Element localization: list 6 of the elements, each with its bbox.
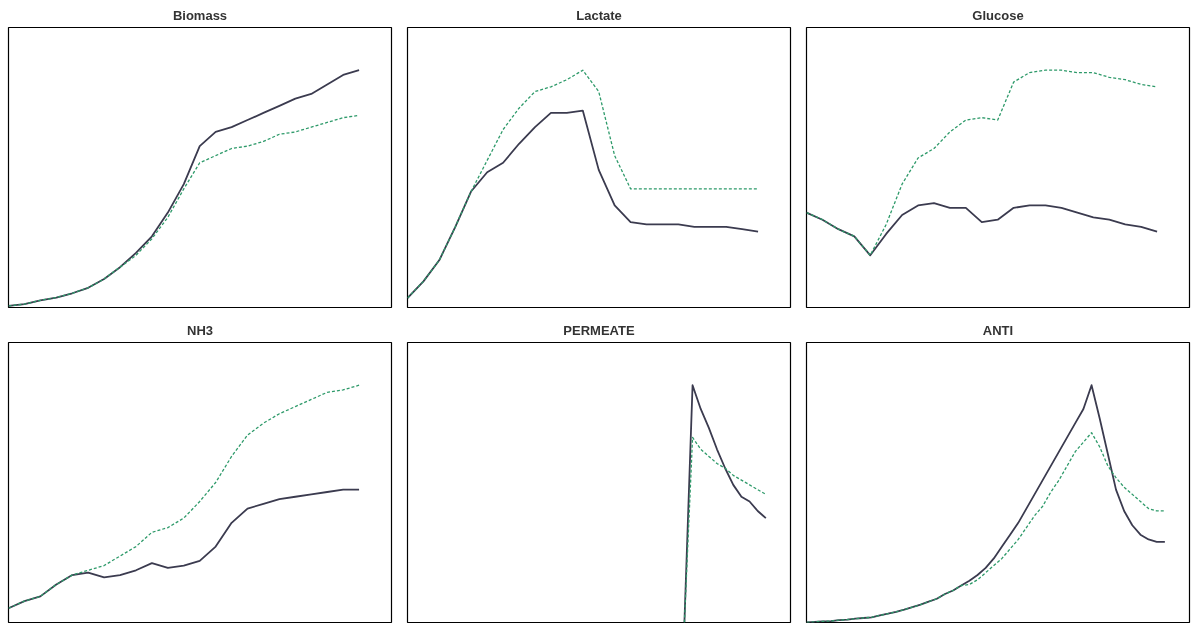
chart-title: PERMEATE	[563, 322, 635, 338]
chart-title: ANTI	[982, 322, 1014, 338]
chart-title: Biomass	[172, 7, 228, 23]
chart-title: Lactate	[576, 7, 622, 23]
chart-title: NH3	[187, 322, 214, 338]
chart-title: Glucose	[972, 7, 1024, 23]
